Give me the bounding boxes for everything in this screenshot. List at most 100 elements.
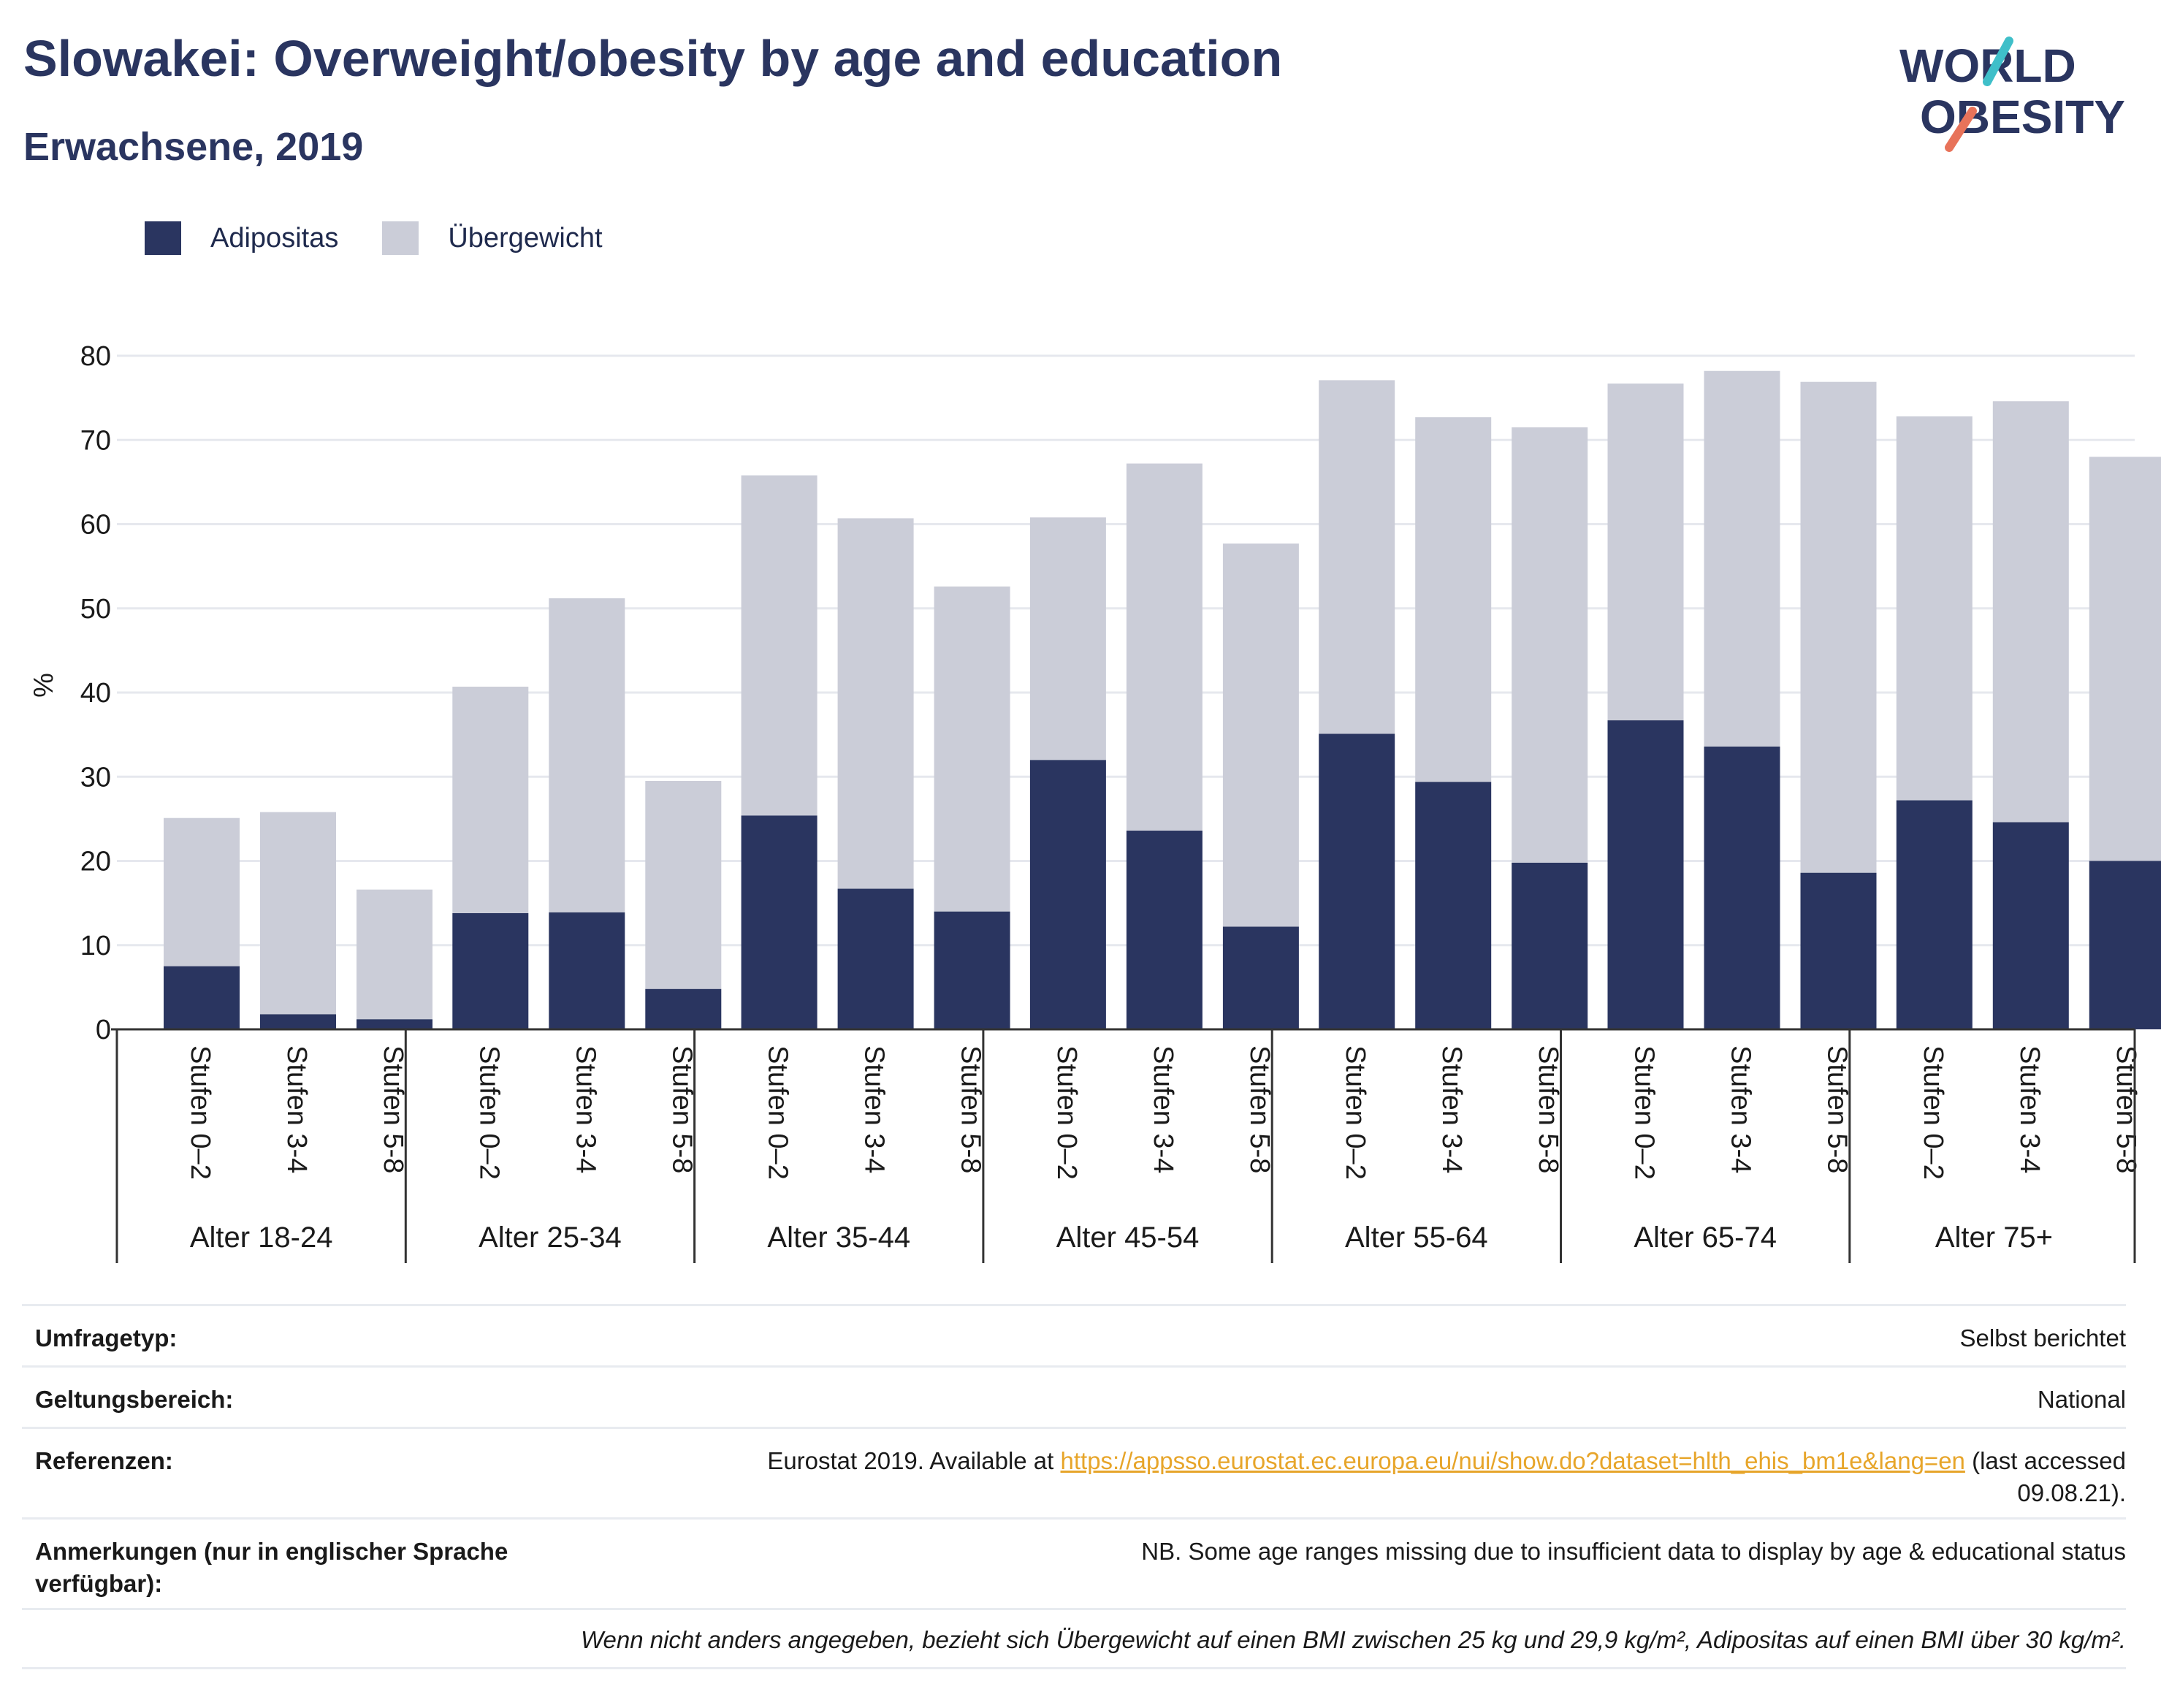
bar-adipositas[interactable] bbox=[1319, 733, 1395, 1029]
bar-uebergewicht[interactable] bbox=[164, 817, 240, 967]
y-tick-label: 10 bbox=[80, 931, 111, 961]
x-tick-label: Stufen 0–2 bbox=[763, 1045, 793, 1180]
bar-adipositas[interactable] bbox=[1126, 831, 1203, 1029]
y-tick-label: 80 bbox=[80, 341, 111, 372]
bar-adipositas[interactable] bbox=[452, 912, 529, 1029]
bar-uebergewicht[interactable] bbox=[260, 812, 336, 1015]
bar-uebergewicht[interactable] bbox=[1126, 463, 1203, 831]
bar-uebergewicht[interactable] bbox=[1319, 380, 1395, 734]
bar-adipositas[interactable] bbox=[1222, 926, 1299, 1029]
x-tick-label: Stufen 3-4 bbox=[1436, 1045, 1467, 1173]
group-label: Alter 75+ bbox=[1935, 1221, 2053, 1254]
bar-uebergewicht[interactable] bbox=[2089, 457, 2161, 861]
bar-uebergewicht[interactable] bbox=[1704, 370, 1780, 747]
x-tick-label: Stufen 5-8 bbox=[1244, 1045, 1275, 1173]
bar-uebergewicht[interactable] bbox=[645, 781, 722, 989]
bar-uebergewicht[interactable] bbox=[1800, 381, 1877, 873]
meta-row-survey-type: Umfragetyp: Selbst berichtet bbox=[22, 1304, 2126, 1365]
bar-uebergewicht[interactable] bbox=[1415, 417, 1492, 782]
world-obesity-logo: WORLD OBESITY bbox=[1899, 37, 2125, 152]
bar-uebergewicht[interactable] bbox=[1029, 517, 1106, 760]
bar-uebergewicht[interactable] bbox=[357, 889, 432, 1020]
legend-swatch-uebergewicht bbox=[382, 221, 419, 255]
y-tick-label: 30 bbox=[80, 762, 111, 793]
bar-adipositas[interactable] bbox=[1800, 872, 1877, 1029]
x-tick-label: Stufen 5-8 bbox=[1533, 1045, 1563, 1173]
bar-adipositas[interactable] bbox=[357, 1019, 432, 1029]
group-label: Alter 35-44 bbox=[767, 1221, 910, 1254]
bar-adipositas[interactable] bbox=[260, 1014, 336, 1029]
x-tick-label: Stufen 3-4 bbox=[2014, 1045, 2045, 1173]
bar-uebergewicht[interactable] bbox=[1222, 544, 1299, 927]
x-tick-label: Stufen 5-8 bbox=[2111, 1045, 2141, 1173]
bar-uebergewicht[interactable] bbox=[837, 518, 914, 889]
y-axis-label: % bbox=[28, 673, 59, 698]
chart-title: Slowakei: Overweight/obesity by age and … bbox=[23, 30, 1283, 87]
legend-item-uebergewicht[interactable]: Übergewicht bbox=[382, 221, 603, 255]
bar-uebergewicht[interactable] bbox=[1896, 416, 1973, 801]
group-label: Alter 18-24 bbox=[190, 1221, 333, 1254]
x-tick-label: Stufen 3-4 bbox=[1726, 1045, 1756, 1173]
x-tick-label: Stufen 0–2 bbox=[1340, 1045, 1371, 1180]
chart-legend: Adipositas Übergewicht bbox=[145, 216, 647, 260]
bar-adipositas[interactable] bbox=[1029, 760, 1106, 1029]
bar-adipositas[interactable] bbox=[1607, 720, 1684, 1029]
reference-date: 09.08.21). bbox=[2017, 1479, 2126, 1506]
bar-adipositas[interactable] bbox=[1704, 746, 1780, 1029]
bar-uebergewicht[interactable] bbox=[741, 475, 817, 816]
meta-value-references: Eurostat 2019. Available at https://apps… bbox=[560, 1445, 2126, 1517]
x-tick-label: Stufen 3-4 bbox=[1148, 1045, 1178, 1173]
x-tick-label: Stufen 0–2 bbox=[1629, 1045, 1660, 1180]
bar-adipositas[interactable] bbox=[1512, 862, 1588, 1029]
group-label: Alter 55-64 bbox=[1345, 1221, 1488, 1254]
bar-adipositas[interactable] bbox=[645, 988, 722, 1029]
bar-adipositas[interactable] bbox=[549, 912, 625, 1029]
reference-link[interactable]: https://appsso.eurostat.ec.europa.eu/nui… bbox=[1060, 1447, 1965, 1474]
bar-adipositas[interactable] bbox=[1896, 800, 1973, 1029]
x-tick-label: Stufen 0–2 bbox=[1918, 1045, 1948, 1180]
logo-slash-coral bbox=[1945, 107, 1977, 152]
x-tick-label: Stufen 5-8 bbox=[1822, 1045, 1853, 1173]
meta-value-notes: NB. Some age ranges missing due to insuf… bbox=[1141, 1538, 2126, 1565]
bar-adipositas[interactable] bbox=[837, 888, 914, 1029]
y-tick-label: 0 bbox=[96, 1015, 111, 1045]
legend-swatch-adipositas bbox=[145, 221, 181, 255]
bars bbox=[164, 370, 2161, 1030]
x-tick-label: Stufen 3-4 bbox=[859, 1045, 890, 1173]
bar-uebergewicht[interactable] bbox=[1607, 384, 1684, 721]
x-tick-label: Stufen 3-4 bbox=[281, 1045, 312, 1173]
bar-adipositas[interactable] bbox=[1415, 782, 1492, 1029]
group-label: Alter 25-34 bbox=[479, 1221, 622, 1254]
bar-uebergewicht[interactable] bbox=[549, 598, 625, 912]
legend-label-uebergewicht: Übergewicht bbox=[448, 222, 603, 253]
bar-adipositas[interactable] bbox=[164, 966, 240, 1029]
meta-value-survey-type: Selbst berichtet bbox=[1959, 1324, 2126, 1351]
meta-key-scope: Geltungsbereich: bbox=[35, 1386, 234, 1413]
bar-adipositas[interactable] bbox=[2089, 861, 2161, 1030]
meta-value-scope: National bbox=[2037, 1386, 2126, 1413]
meta-key-survey-type: Umfragetyp: bbox=[35, 1324, 178, 1351]
bar-uebergewicht[interactable] bbox=[452, 686, 529, 913]
bar-adipositas[interactable] bbox=[741, 815, 817, 1029]
x-tick-label: Stufen 0–2 bbox=[473, 1045, 504, 1180]
y-tick-label: 70 bbox=[80, 425, 111, 456]
bar-uebergewicht[interactable] bbox=[1512, 427, 1588, 863]
meta-key-references: Referenzen: bbox=[35, 1447, 173, 1474]
metadata-table: Umfragetyp: Selbst berichtet Geltungsber… bbox=[22, 1304, 2126, 1669]
legend-item-adipositas[interactable]: Adipositas bbox=[145, 221, 338, 255]
bar-adipositas[interactable] bbox=[1992, 822, 2069, 1029]
logo-line-2: OBESITY bbox=[1920, 91, 2125, 143]
legend-label-adipositas: Adipositas bbox=[210, 222, 339, 253]
bar-adipositas[interactable] bbox=[934, 911, 1010, 1029]
x-tick-label: Stufen 5-8 bbox=[378, 1045, 408, 1173]
bar-uebergewicht[interactable] bbox=[934, 586, 1010, 912]
reference-suffix: (last accessed bbox=[1964, 1447, 2126, 1474]
bar-uebergewicht[interactable] bbox=[1992, 401, 2069, 823]
logo-slash-teal bbox=[1983, 37, 2013, 86]
meta-row-notes: Anmerkungen (nur in englischer Sprache v… bbox=[22, 1517, 2126, 1608]
group-label: Alter 65-74 bbox=[1634, 1221, 1777, 1254]
reference-text: Eurostat 2019. Available at bbox=[767, 1447, 1061, 1474]
y-tick-label: 20 bbox=[80, 847, 111, 877]
meta-key-notes: Anmerkungen (nur in englischer Sprache v… bbox=[35, 1538, 508, 1597]
x-tick-label: Stufen 5-8 bbox=[956, 1045, 986, 1173]
